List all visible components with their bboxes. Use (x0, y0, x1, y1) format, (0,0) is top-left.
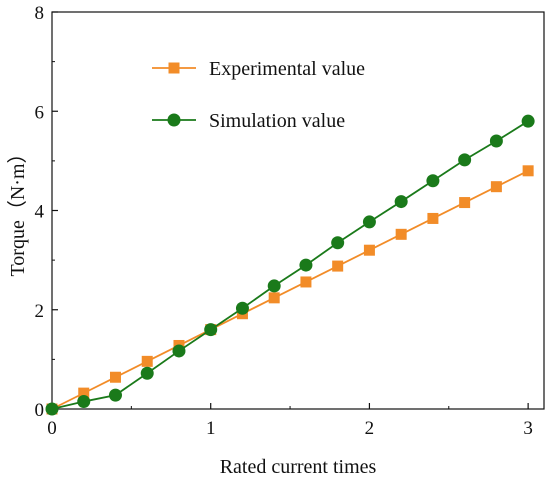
series-line (51, 169, 529, 410)
x-tick-label: 2 (365, 418, 375, 439)
data-point (140, 366, 154, 380)
x-axis-title: Rated current times (220, 456, 377, 478)
data-point (204, 323, 218, 337)
data-point (363, 244, 375, 256)
data-point (172, 344, 186, 358)
legend-item: Experimental value (152, 58, 365, 80)
data-point (522, 165, 534, 177)
data-point (427, 212, 439, 224)
series-line (51, 120, 529, 410)
x-tick-label: 1 (206, 418, 216, 439)
legend-item: Simulation value (152, 110, 345, 132)
data-point (141, 355, 153, 367)
series-experimental (46, 165, 534, 415)
legend-label: Experimental value (209, 58, 365, 80)
data-point (235, 301, 249, 315)
data-point (490, 181, 502, 193)
tick-labels: 0 1 2 3 0 2 4 6 8 (35, 3, 533, 439)
legend-marker (167, 113, 181, 127)
series-layer (45, 114, 535, 416)
data-point (78, 387, 90, 399)
data-point (77, 395, 91, 409)
data-point (299, 258, 313, 272)
data-point (331, 236, 345, 250)
y-tick-label: 6 (35, 102, 45, 123)
data-point (108, 388, 122, 402)
data-point (332, 260, 344, 272)
data-point (362, 215, 376, 229)
data-point (394, 195, 408, 209)
y-tick-label: 2 (35, 301, 45, 322)
series-simulation (45, 114, 535, 416)
x-tick-label: 3 (523, 418, 533, 439)
data-point (267, 279, 281, 293)
y-axis-title: Torque（N·m） (6, 143, 29, 276)
y-tick-label: 4 (35, 202, 45, 223)
legend-label: Simulation value (209, 110, 345, 132)
data-point (268, 292, 280, 304)
data-point (300, 276, 312, 288)
data-point (45, 402, 59, 416)
data-point (489, 134, 503, 148)
legend-marker (168, 62, 180, 74)
legend: Experimental value Simulation value (152, 58, 365, 132)
data-point (426, 174, 440, 188)
data-point (521, 114, 535, 128)
data-point (395, 228, 407, 240)
data-point (109, 371, 121, 383)
y-tick-label: 0 (35, 400, 45, 421)
y-tick-label: 8 (35, 3, 45, 24)
data-point (458, 153, 472, 167)
data-point (459, 197, 471, 209)
x-tick-label: 0 (47, 418, 57, 439)
